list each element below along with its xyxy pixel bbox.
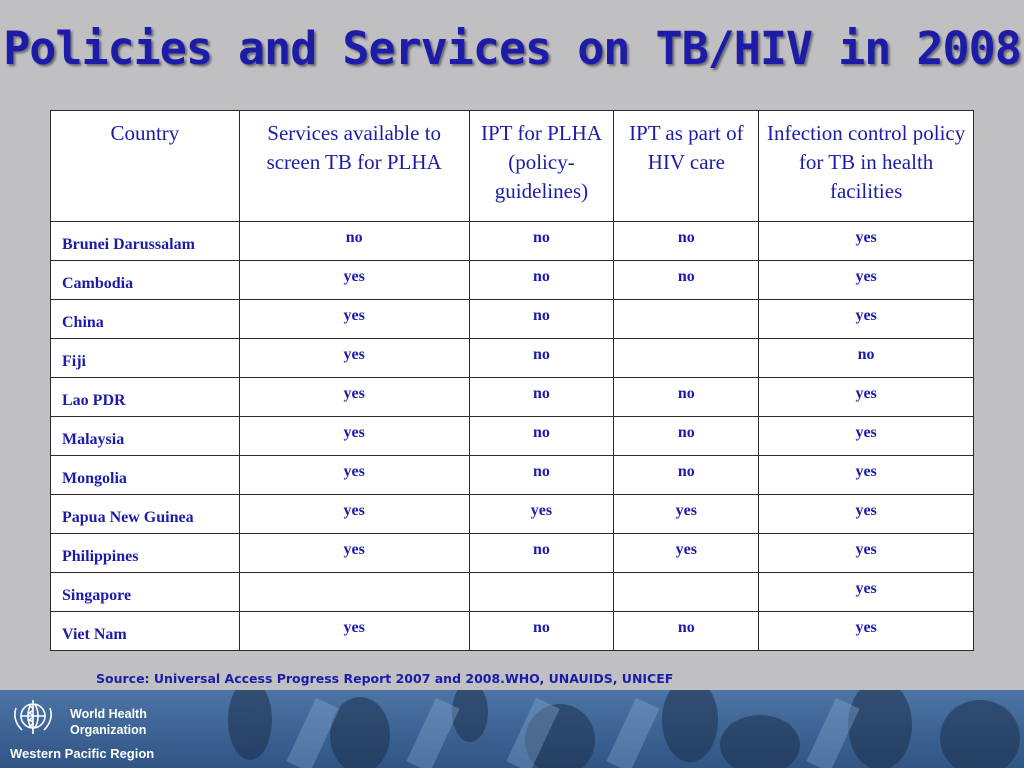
screen-services-cell: yes (238, 533, 470, 573)
infection-control-cell: yes (758, 377, 974, 417)
ipt-hiv-care-cell: yes (613, 533, 760, 573)
table-row: Lao PDR yes no no yes (50, 377, 974, 417)
country-cell: Papua New Guinea (50, 494, 240, 534)
ipt-policy-cell: no (468, 260, 615, 300)
ipt-policy-cell: no (468, 299, 615, 339)
header-ipt-policy: IPT for PLHA (policy-guidelines) (468, 110, 615, 222)
infection-control-cell: no (758, 338, 974, 378)
footer-band: World Health Organization Western Pacifi… (0, 690, 1024, 768)
infection-control-cell: yes (758, 494, 974, 534)
table-row: Viet Nam yes no no yes (50, 611, 974, 651)
ipt-policy-cell: no (468, 416, 615, 456)
ipt-hiv-care-cell (613, 572, 760, 612)
screen-services-cell: yes (238, 455, 470, 495)
slide-title: Policies and Services on TB/HIV in 2008 (3, 22, 1022, 75)
country-cell: Fiji (50, 338, 240, 378)
ipt-hiv-care-cell: no (613, 377, 760, 417)
country-cell: Cambodia (50, 260, 240, 300)
policy-table: Country Services available to screen TB … (50, 110, 974, 651)
country-cell: Brunei Darussalam (50, 221, 240, 261)
infection-control-cell: yes (758, 299, 974, 339)
header-ipt-hiv-care: IPT as part of HIV care (613, 110, 760, 222)
ipt-hiv-care-cell: no (613, 221, 760, 261)
ipt-hiv-care-cell: no (613, 611, 760, 651)
infection-control-cell: yes (758, 416, 974, 456)
screen-services-cell: yes (238, 338, 470, 378)
ipt-hiv-care-cell (613, 299, 760, 339)
source-note: Source: Universal Access Progress Report… (96, 671, 674, 686)
who-emblem-icon (14, 700, 52, 734)
infection-control-cell: yes (758, 611, 974, 651)
screen-services-cell: yes (238, 260, 470, 300)
footer-photo (228, 690, 1020, 768)
header-screen-services: Services available to screen TB for PLHA (238, 110, 470, 222)
ipt-policy-cell: no (468, 221, 615, 261)
ipt-hiv-care-cell: yes (613, 494, 760, 534)
ipt-hiv-care-cell: no (613, 455, 760, 495)
table-row: Malaysia yes no no yes (50, 416, 974, 456)
ipt-policy-cell: no (468, 611, 615, 651)
country-cell: Mongolia (50, 455, 240, 495)
screen-services-cell: yes (238, 494, 470, 534)
screen-services-cell: yes (238, 299, 470, 339)
screen-services-cell: no (238, 221, 470, 261)
header-country: Country (50, 110, 240, 222)
ipt-hiv-care-cell: no (613, 260, 760, 300)
infection-control-cell: yes (758, 572, 974, 612)
table-row: China yes no yes (50, 299, 974, 339)
table-row: Singapore yes (50, 572, 974, 612)
country-cell: China (50, 299, 240, 339)
ipt-policy-cell: no (468, 377, 615, 417)
table-row: Brunei Darussalam no no no yes (50, 221, 974, 261)
screen-services-cell: yes (238, 377, 470, 417)
org-name: World Health Organization (70, 706, 190, 738)
ipt-policy-cell: no (468, 533, 615, 573)
header-infection-control: Infection control policy for TB in healt… (758, 110, 974, 222)
country-cell: Philippines (50, 533, 240, 573)
screen-services-cell (238, 572, 470, 612)
region-label: Western Pacific Region (10, 746, 155, 761)
table-row: Papua New Guinea yes yes yes yes (50, 494, 974, 534)
country-cell: Lao PDR (50, 377, 240, 417)
ipt-hiv-care-cell (613, 338, 760, 378)
ipt-policy-cell: yes (468, 494, 615, 534)
ipt-policy-cell: no (468, 455, 615, 495)
infection-control-cell: yes (758, 533, 974, 573)
country-cell: Viet Nam (50, 611, 240, 651)
table-header-row: Country Services available to screen TB … (50, 110, 974, 222)
table-row: Fiji yes no no (50, 338, 974, 378)
ipt-policy-cell: no (468, 338, 615, 378)
infection-control-cell: yes (758, 260, 974, 300)
infection-control-cell: yes (758, 455, 974, 495)
country-cell: Singapore (50, 572, 240, 612)
table-row: Mongolia yes no no yes (50, 455, 974, 495)
screen-services-cell: yes (238, 416, 470, 456)
screen-services-cell: yes (238, 611, 470, 651)
ipt-hiv-care-cell: no (613, 416, 760, 456)
org-name-line2: Organization (70, 723, 147, 737)
ipt-policy-cell (468, 572, 615, 612)
table-row: Philippines yes no yes yes (50, 533, 974, 573)
org-name-line1: World Health (70, 707, 147, 721)
country-cell: Malaysia (50, 416, 240, 456)
table-row: Cambodia yes no no yes (50, 260, 974, 300)
infection-control-cell: yes (758, 221, 974, 261)
